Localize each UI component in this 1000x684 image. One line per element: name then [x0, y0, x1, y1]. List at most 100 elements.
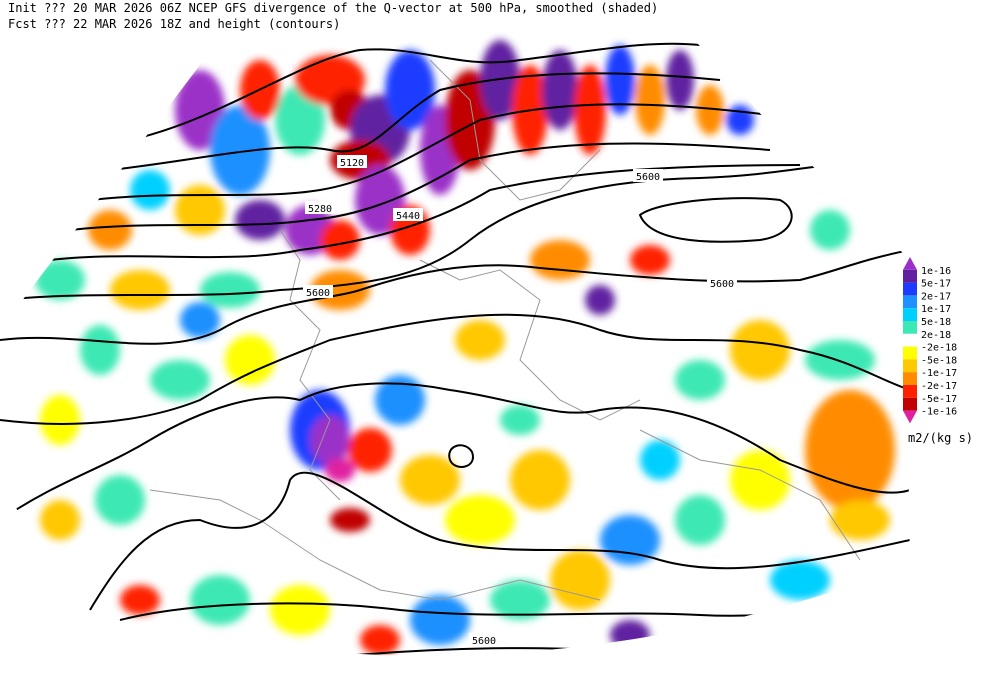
shade-blob [88, 210, 132, 250]
shade-blob [400, 455, 460, 505]
shade-blob [120, 585, 160, 615]
colorbar-swatch [903, 269, 917, 283]
shade-blob [455, 320, 505, 360]
colorbar-swatch [903, 333, 917, 347]
shade-blob [310, 415, 350, 465]
contour-label: 5600 [710, 279, 734, 290]
shade-blob [348, 428, 392, 472]
colorbar-label: -5e-18 [921, 355, 957, 366]
shade-blob [175, 185, 225, 235]
shade-blob [500, 405, 540, 435]
contour-label-bg [633, 169, 663, 182]
shade-blob [410, 595, 470, 645]
shade-blob [585, 285, 615, 315]
map-area [0, 40, 910, 656]
shade-blob [675, 495, 725, 545]
shade-blob [770, 560, 830, 600]
height-contours [0, 42, 910, 656]
contour-label-bg [393, 208, 423, 221]
shade-blob [200, 272, 260, 308]
shade-blob [675, 360, 725, 400]
shade-blob [355, 165, 405, 235]
colorbar: 1e-165e-172e-171e-175e-182e-18-2e-18-5e-… [903, 257, 957, 424]
colorbar-swatch [903, 257, 917, 270]
shade-blob [574, 65, 606, 155]
colorbar-swatch [903, 372, 917, 385]
colorbar-label: -1e-16 [921, 407, 957, 418]
shade-blob [325, 458, 355, 482]
contour-label-bg [707, 276, 737, 289]
shade-blob [210, 105, 270, 195]
contour-label: 5120 [340, 158, 364, 169]
contour-labels: 5120 5280 5440 5600 5600 5600 5600 [303, 155, 737, 647]
header-line-2: Fcst ??? 22 MAR 2026 18Z and height (con… [8, 17, 340, 31]
shade-blob [730, 320, 790, 380]
contour-label-bg [469, 633, 499, 646]
colorbar-swatch [903, 282, 917, 296]
shade-blob [666, 50, 694, 110]
shade-blob [630, 245, 670, 275]
shade-blob [375, 375, 425, 425]
contour-label: 5600 [636, 172, 660, 183]
shade-blob [225, 335, 275, 385]
shade-blob [605, 45, 635, 115]
shade-blob [530, 240, 590, 280]
shade-blob [805, 340, 875, 380]
shade-blob [610, 620, 650, 650]
colorbar-swatch [903, 385, 917, 398]
shade-blob [180, 302, 220, 338]
colorbar-label: 2e-17 [921, 291, 951, 302]
shade-blob [640, 440, 680, 480]
contour-label-bg [305, 201, 335, 214]
shade-blob [110, 270, 170, 310]
colorbar-swatch [903, 346, 917, 360]
shade-blob [175, 70, 225, 150]
colorbar-label: -2e-17 [921, 381, 957, 392]
colorbar-label: 1e-16 [921, 266, 951, 277]
colorbar-label: 5e-18 [921, 317, 951, 328]
shade-blob [310, 270, 370, 310]
shade-blob [360, 625, 400, 655]
shade-blob [275, 85, 325, 155]
shade-blob [696, 85, 724, 135]
colorbar-label: -1e-17 [921, 368, 957, 379]
contour-label-bg [303, 285, 333, 298]
shade-blob [445, 495, 515, 545]
coastlines [149, 59, 861, 601]
contour-label: 5600 [472, 636, 496, 647]
colorbar-swatch [903, 410, 917, 424]
shade-blob [550, 550, 610, 610]
shade-blob [810, 210, 850, 250]
contour-label: 5280 [308, 204, 332, 215]
shade-blob [235, 200, 285, 240]
colorbar-swatch [903, 359, 917, 373]
colorbar-units: m2/(kg s) [908, 431, 973, 445]
shade-blob [510, 450, 570, 510]
colorbar-label: 2e-18 [921, 330, 951, 341]
header-line-1: Init ??? 20 MAR 2026 06Z NCEP GFS diverg… [8, 1, 658, 15]
colorbar-label: -5e-17 [921, 394, 957, 405]
colorbar-label: 5e-17 [921, 279, 951, 290]
contour-label: 5440 [396, 211, 420, 222]
shade-blob [130, 170, 170, 210]
colorbar-label: 1e-17 [921, 304, 951, 315]
shade-blob [805, 390, 895, 510]
colorbar-swatch [903, 308, 917, 321]
colorbar-label: -2e-18 [921, 343, 957, 354]
shade-blob [635, 65, 665, 135]
shade-blob [190, 575, 250, 625]
shade-blob [480, 40, 520, 120]
colorbar-swatch [903, 321, 917, 334]
contour-label: 5600 [306, 288, 330, 299]
shade-blob [385, 50, 435, 130]
shade-blob [330, 508, 370, 532]
contour-label-bg [337, 155, 367, 168]
shade-blob [490, 580, 550, 620]
shade-blob [270, 585, 330, 635]
shade-blob [830, 500, 890, 540]
shade-blob [40, 500, 80, 540]
shade-blob [730, 450, 790, 510]
colorbar-swatch [903, 295, 917, 309]
shade-blob [542, 50, 578, 130]
